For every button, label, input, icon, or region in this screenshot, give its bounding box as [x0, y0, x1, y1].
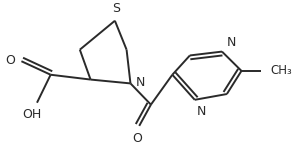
Text: CH₃: CH₃	[271, 64, 292, 77]
Text: OH: OH	[22, 108, 42, 121]
Text: N: N	[197, 105, 206, 118]
Text: N: N	[135, 76, 145, 89]
Text: O: O	[6, 54, 16, 67]
Text: O: O	[132, 132, 142, 145]
Text: N: N	[227, 36, 236, 49]
Text: S: S	[112, 2, 120, 15]
